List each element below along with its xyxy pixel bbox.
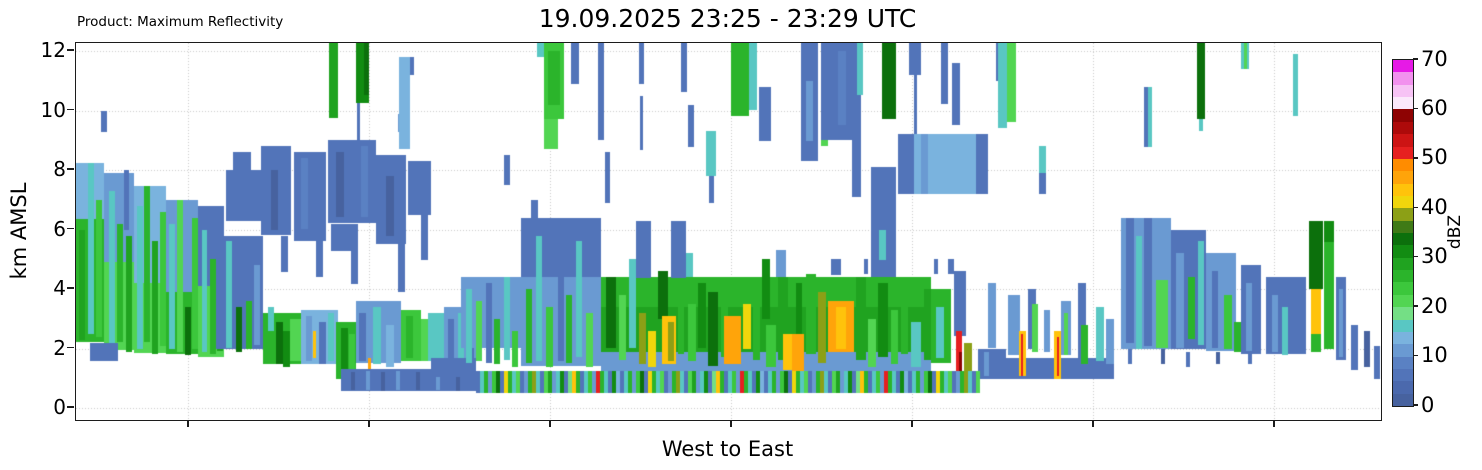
x-tick-mark: [730, 420, 732, 427]
colorbar-band: [1393, 220, 1413, 233]
colorbar-label: dBZ: [1445, 214, 1465, 250]
colorbar-band: [1393, 146, 1413, 159]
colorbar-band: [1393, 319, 1413, 332]
colorbar-band: [1393, 269, 1413, 283]
colorbar-tick-mark: [1413, 404, 1418, 406]
x-axis-label: West to East: [661, 437, 794, 461]
y-tick-label: 8: [53, 157, 66, 182]
colorbar-tick-mark: [1413, 206, 1418, 208]
y-tick-label: 6: [53, 216, 66, 241]
colorbar-band: [1393, 232, 1413, 246]
y-tick-mark: [67, 406, 74, 408]
colorbar-band: [1393, 393, 1413, 406]
colorbar-tick-mark: [1413, 157, 1418, 159]
colorbar-tick-mark: [1413, 107, 1418, 110]
colorbar-band: [1393, 158, 1413, 172]
x-tick-mark: [911, 420, 913, 427]
colorbar-band: [1393, 170, 1413, 184]
y-tick-label: 0: [53, 395, 66, 420]
colorbar-tick-label: 60: [1421, 95, 1448, 120]
y-tick-mark: [67, 346, 74, 349]
product-label: Product: Maximum Reflectivity: [77, 14, 284, 30]
colorbar-tick-mark: [1413, 305, 1418, 307]
colorbar-band: [1393, 183, 1413, 196]
colorbar-tick-label: 0: [1421, 392, 1435, 417]
colorbar-tick-label: 50: [1421, 145, 1448, 170]
y-tick-mark: [67, 227, 74, 230]
y-tick-label: 12: [40, 38, 66, 63]
y-tick-mark: [67, 108, 74, 111]
x-tick-mark: [1273, 420, 1275, 427]
colorbar-band: [1393, 108, 1413, 122]
colorbar-band: [1393, 195, 1413, 209]
colorbar-tick-mark: [1413, 256, 1418, 258]
colorbar-band: [1393, 368, 1413, 382]
colorbar-band: [1393, 121, 1413, 135]
colorbar-band: [1393, 133, 1413, 147]
colorbar-band: [1393, 84, 1413, 98]
colorbar-band: [1393, 71, 1413, 85]
y-tick-label: 4: [53, 276, 66, 301]
colorbar-tick-mark: [1413, 354, 1418, 357]
colorbar: [1392, 59, 1414, 407]
colorbar-tick-label: 40: [1421, 194, 1448, 219]
colorbar-band: [1393, 331, 1413, 345]
x-tick-mark: [187, 420, 189, 427]
x-tick-mark: [1092, 420, 1094, 427]
colorbar-tick-mark: [1413, 58, 1418, 60]
chart-title: 19.09.2025 23:25 - 23:29 UTC: [538, 4, 917, 33]
y-tick-label: 10: [40, 97, 66, 122]
y-axis-label: km AMSL: [7, 182, 31, 280]
colorbar-band: [1393, 281, 1413, 295]
y-tick-label: 2: [53, 335, 66, 360]
colorbar-band: [1393, 343, 1413, 357]
colorbar-band: [1393, 244, 1413, 258]
colorbar-band: [1393, 356, 1413, 369]
colorbar-band: [1393, 306, 1413, 320]
colorbar-band: [1393, 59, 1413, 73]
reflectivity-heatmap: [76, 43, 1381, 420]
y-tick-mark: [67, 287, 74, 289]
y-tick-mark: [67, 49, 74, 51]
colorbar-band: [1393, 96, 1413, 110]
x-tick-mark: [368, 420, 370, 427]
colorbar-tick-label: 10: [1421, 343, 1448, 368]
colorbar-tick-label: 20: [1421, 293, 1448, 318]
colorbar-band: [1393, 380, 1413, 394]
colorbar-band: [1393, 257, 1413, 271]
plot-area: [75, 42, 1382, 421]
colorbar-band: [1393, 294, 1413, 308]
colorbar-tick-label: 30: [1421, 244, 1448, 269]
x-tick-mark: [549, 420, 551, 427]
colorbar-tick-label: 70: [1421, 46, 1448, 71]
y-tick-mark: [67, 168, 74, 170]
colorbar-band: [1393, 207, 1413, 221]
